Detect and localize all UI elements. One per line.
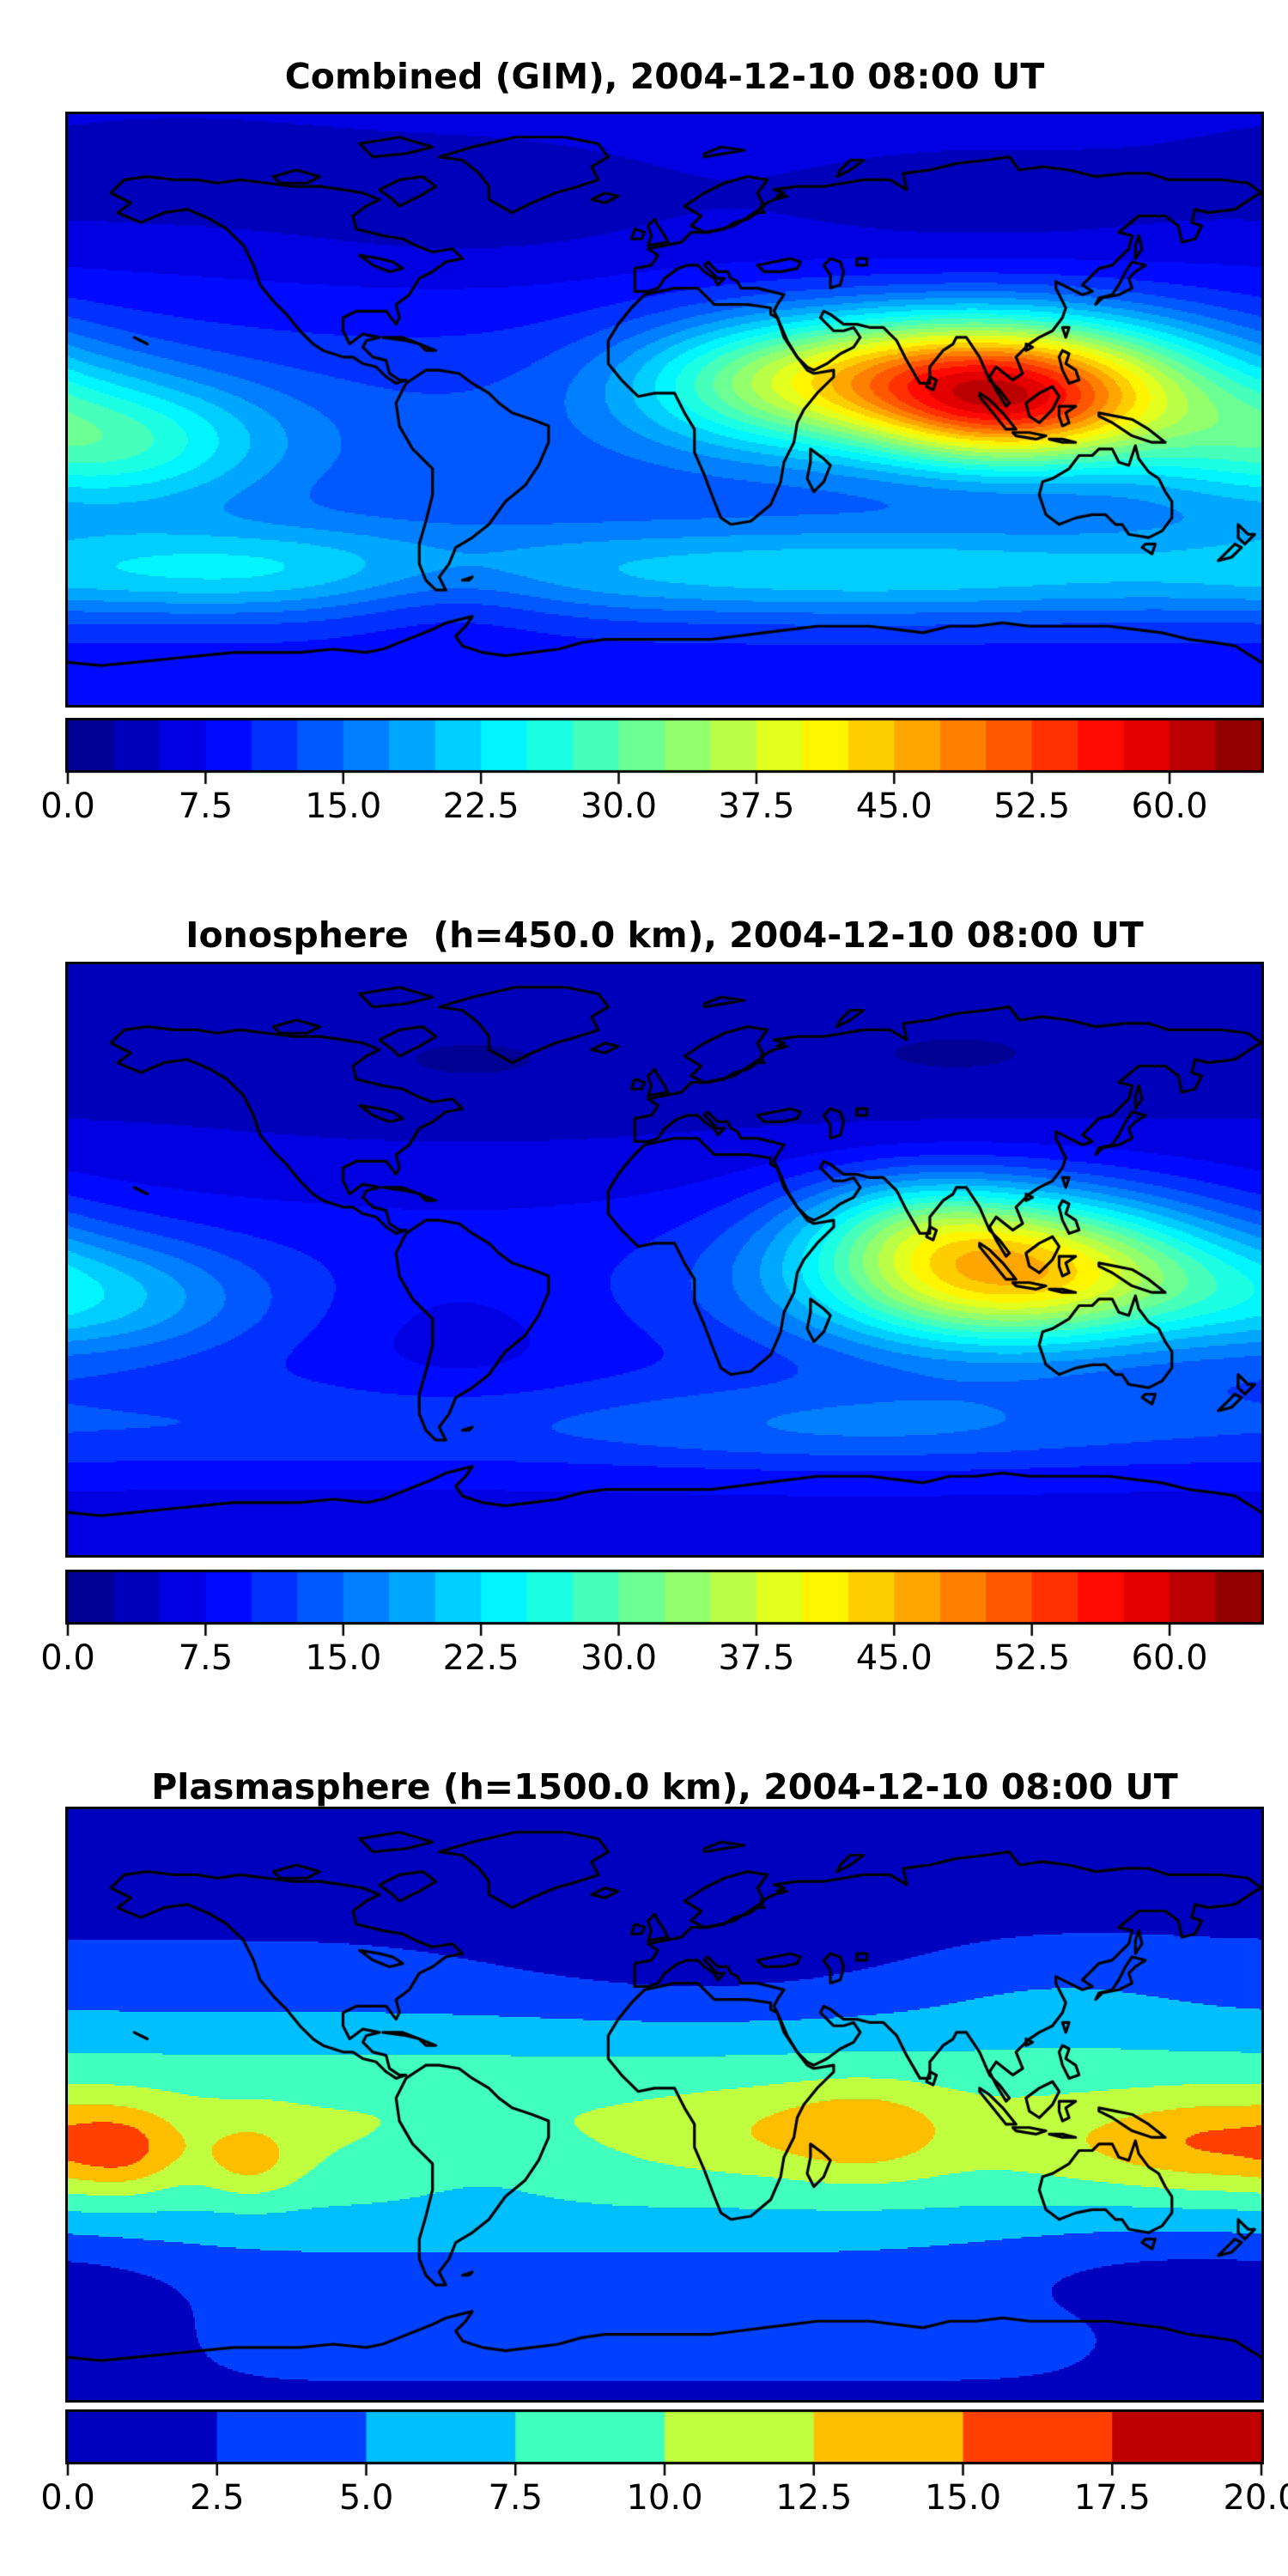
colorbar-tick-label: 17.5 <box>1073 2478 1151 2518</box>
colorbar-tick-labels-ionosphere: 0.0 7.5 15.0 22.5 30.0 37.5 45.0 52.5 60.0 <box>0 1638 1288 1683</box>
colorbar-tick-label: 37.5 <box>718 1638 795 1678</box>
colorbar-tick-label: 45.0 <box>855 1638 933 1678</box>
colorbar-tick-label: 30.0 <box>580 1638 658 1678</box>
colorbar-tick-label: 22.5 <box>442 787 519 826</box>
colorbar-tick-label: 60.0 <box>1131 787 1208 826</box>
colorbar-tick-labels-combined: 0.0 7.5 15.0 22.5 30.0 37.5 45.0 52.5 60.0 <box>0 787 1288 831</box>
colorbar-tick-label: 52.5 <box>993 1638 1071 1678</box>
panel-title-combined: Combined (GIM), 2004-12-10 08:00 UT <box>284 56 1045 98</box>
colorbar-canvas-combined <box>65 718 1264 785</box>
colorbar-ionosphere <box>65 1570 1264 1637</box>
colorbar-tick-label: 22.5 <box>442 1638 519 1678</box>
colorbar-tick-label: 45.0 <box>855 787 933 826</box>
colorbar-tick-label: 52.5 <box>993 787 1071 826</box>
coastline-canvas-plasmasphere <box>68 1809 1261 2400</box>
colorbar-tick-label: 7.5 <box>178 1638 234 1678</box>
colorbar-tick-label: 7.5 <box>488 2478 544 2518</box>
colorbar-tick-label: 10.0 <box>626 2478 703 2518</box>
colorbar-tick-label: 5.0 <box>338 2478 394 2518</box>
colorbar-tick-label: 0.0 <box>40 2478 95 2518</box>
panel-title-plasmasphere: Plasmasphere (h=1500.0 km), 2004-12-10 0… <box>151 1766 1178 1808</box>
colorbar-tick-label: 15.0 <box>924 2478 1002 2518</box>
colorbar-tick-label: 0.0 <box>40 787 95 826</box>
colorbar-tick-label: 2.5 <box>189 2478 245 2518</box>
colorbar-tick-label: 7.5 <box>178 787 234 826</box>
colorbar-canvas-plasmasphere <box>65 2409 1264 2476</box>
coastline-canvas-ionosphere <box>68 964 1261 1555</box>
coastline-canvas-combined <box>68 114 1261 705</box>
colorbar-combined <box>65 718 1264 785</box>
colorbar-tick-label: 15.0 <box>305 1638 382 1678</box>
map-ionosphere <box>65 962 1264 1558</box>
colorbar-tick-label: 37.5 <box>718 787 795 826</box>
colorbar-tick-label: 60.0 <box>1131 1638 1208 1678</box>
colorbar-tick-labels-plasmasphere: 0.0 2.5 5.0 7.5 10.0 12.5 15.0 17.5 20.0 <box>0 2478 1288 2523</box>
colorbar-tick-label: 20.0 <box>1223 2478 1288 2518</box>
map-combined <box>65 112 1264 708</box>
map-plasmasphere <box>65 1807 1264 2403</box>
colorbar-canvas-ionosphere <box>65 1570 1264 1637</box>
colorbar-tick-label: 0.0 <box>40 1638 95 1678</box>
colorbar-plasmasphere <box>65 2409 1264 2476</box>
panel-title-ionosphere: Ionosphere (h=450.0 km), 2004-12-10 08:0… <box>185 914 1144 957</box>
colorbar-tick-label: 12.5 <box>775 2478 853 2518</box>
colorbar-tick-label: 15.0 <box>305 787 382 826</box>
colorbar-tick-label: 30.0 <box>580 787 658 826</box>
